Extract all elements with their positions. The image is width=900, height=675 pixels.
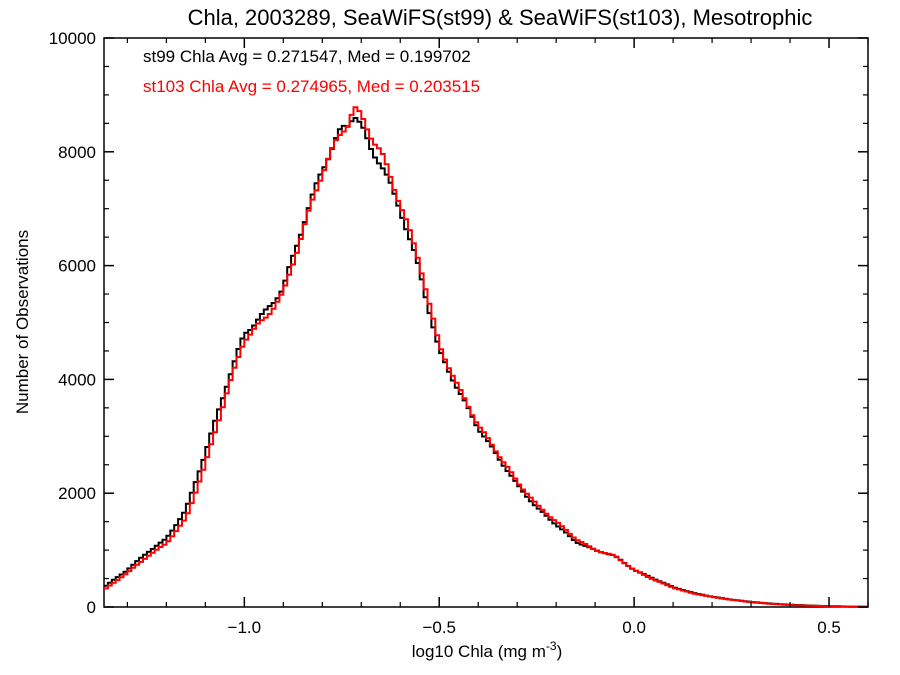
annotation-st103: st103 Chla Avg = 0.274965, Med = 0.20351… — [143, 77, 480, 96]
y-axis: 0 2000 4000 6000 8000 10000 — [49, 29, 868, 617]
x-tick-label: 0.5 — [817, 618, 841, 637]
y-axis-label: Number of Observations — [13, 230, 32, 414]
x-tick-label: −0.5 — [422, 618, 456, 637]
y-tick-label: 0 — [87, 598, 96, 617]
x-tick-label: −1.0 — [228, 618, 262, 637]
x-axis-label-superscript: -3 — [546, 639, 557, 653]
y-tick-label: 4000 — [58, 370, 96, 389]
y-tick-label: 2000 — [58, 484, 96, 503]
series-layer — [104, 106, 868, 608]
plot-area — [103, 37, 869, 608]
x-axis: −1.0 −0.5 0.0 0.5 — [126, 38, 869, 637]
y-tick-label: 6000 — [58, 257, 96, 276]
x-axis-label-main: log10 Chla (mg m — [412, 642, 546, 661]
chart-title: Chla, 2003289, SeaWiFS(st99) & SeaWiFS(s… — [188, 5, 813, 30]
x-axis-label: log10 Chla (mg m-3) — [412, 639, 563, 661]
x-tick-label: 0.0 — [622, 618, 646, 637]
series-line-st99 — [104, 117, 868, 608]
x-axis-label-tail: ) — [557, 642, 563, 661]
plot-frame — [103, 37, 869, 608]
y-tick-label: 8000 — [58, 143, 96, 162]
series-line-st103 — [104, 106, 868, 608]
annotation-st99: st99 Chla Avg = 0.271547, Med = 0.199702 — [143, 47, 471, 66]
y-tick-label: 10000 — [49, 29, 96, 48]
annotations: st99 Chla Avg = 0.271547, Med = 0.199702… — [143, 47, 480, 96]
